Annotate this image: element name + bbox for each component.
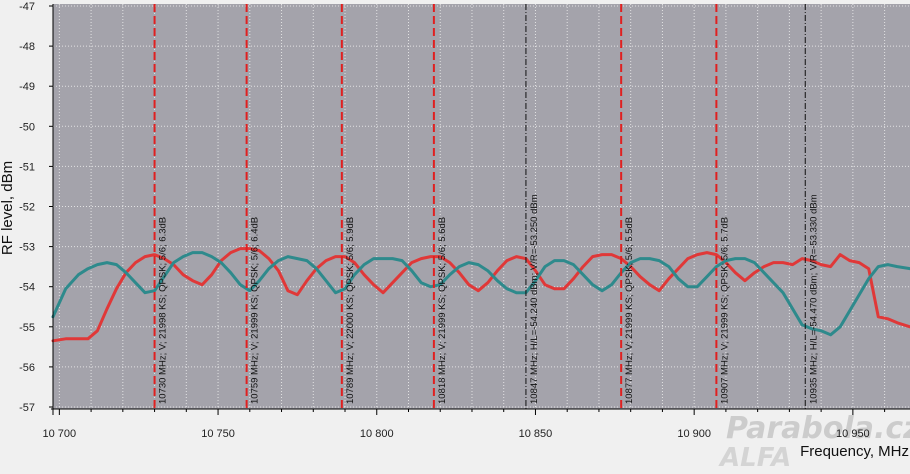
y-tick-label: -47 — [19, 1, 35, 13]
y-tick-label: -55 — [19, 322, 35, 334]
x-tick-label: 10 700 — [43, 428, 77, 440]
watermark-text: Parabola.cz — [726, 411, 910, 446]
marker-label: 10730 MHz; V; 21998 KS; QPSK; 5/6; 6.3dB — [158, 217, 169, 404]
series-lines — [51, 247, 910, 343]
axes — [49, 4, 910, 415]
marker-label: 10877 MHz; V; 21999 KS; QPSK; 5/6; 5.5dB — [624, 217, 635, 404]
y-tick-label: -51 — [19, 161, 35, 173]
channel-markers — [153, 4, 806, 409]
marker-label: 10935 MHz; H/L=-54.470 dBm; V/R=-53.330 … — [808, 194, 819, 404]
series-line-1 — [51, 247, 910, 343]
y-tick-label: -49 — [19, 81, 35, 93]
y-tick-label: -54 — [19, 282, 35, 294]
series-line-2 — [51, 251, 910, 337]
x-tick-label: 10 950 — [836, 428, 870, 440]
y-tick-label: -48 — [19, 41, 35, 53]
marker-annotations: 10730 MHz; V; 21998 KS; QPSK; 5/6; 6.3dB… — [158, 194, 820, 404]
marker-label: 10847 MHz; H/L=-54.240 dBm; V/R=-53.250 … — [529, 194, 540, 404]
plot-area — [53, 4, 910, 409]
y-axis-title: RF level, dBm — [0, 161, 16, 255]
y-tick-label: -50 — [19, 121, 35, 133]
marker-label: 10907 MHz; V; 21999 KS; QPSK; 5/6; 5.7dB — [719, 217, 730, 404]
marker-label: 10789 MHz; V; 22000 KS; QPSK; 5/6; 5.9dB — [345, 217, 356, 404]
gridlines — [53, 4, 910, 409]
watermark-text: ALFA — [718, 443, 791, 469]
y-tick-label: -53 — [19, 242, 35, 254]
x-tick-label: 10 900 — [677, 428, 711, 440]
x-tick-label: 10 800 — [360, 428, 394, 440]
x-axis-title: Frequency, MHz — [800, 443, 909, 460]
x-tick-label: 10 850 — [519, 428, 553, 440]
y-tick-label: -56 — [19, 362, 35, 374]
marker-label: 10759 MHz; V; 21999 KS; QPSK; 5/6; 6.4dB — [250, 217, 261, 404]
x-tick-label: 10 750 — [201, 428, 235, 440]
x-tick-labels: 10 700 10 750 10 800 10 850 10 900 10 950 — [43, 428, 870, 440]
y-tick-label: -52 — [19, 202, 35, 214]
y-tick-labels: -57 -56 -55 -54 -53 -52 -51 -50 -49 -48 -47 — [19, 1, 35, 414]
y-tick-label: -57 — [19, 402, 35, 414]
marker-label: 10818 MHz; V; 21999 KS; QPSK; 5/6; 5.6dB — [437, 217, 448, 404]
